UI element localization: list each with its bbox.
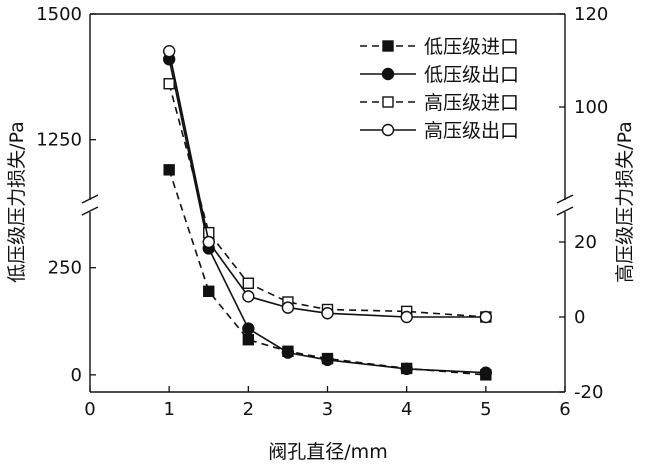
series-2-point bbox=[242, 322, 255, 335]
legend-label-4: 高压级出口 bbox=[424, 120, 519, 142]
series-4 bbox=[162, 45, 493, 324]
series-1-point bbox=[242, 334, 255, 346]
series-1-line bbox=[168, 169, 486, 376]
left-axis-break-mark bbox=[81, 206, 99, 216]
series-3 bbox=[163, 78, 492, 323]
right-axis-break-mark bbox=[556, 194, 574, 204]
series-3-point bbox=[163, 78, 175, 90]
right-y-axis-title: 高压级压力损失/Pa bbox=[614, 121, 636, 283]
series-2-point bbox=[281, 346, 295, 359]
x-tick-label: 0 bbox=[84, 399, 95, 420]
left-tick-label: 1250 bbox=[36, 130, 82, 151]
right-tick-label: -20 bbox=[574, 382, 603, 403]
series-4-point bbox=[242, 290, 255, 303]
right-tick-label: 0 bbox=[574, 307, 585, 328]
series-3-line bbox=[168, 83, 486, 318]
series-layer bbox=[162, 45, 493, 381]
left-tick-label: 0 bbox=[71, 365, 82, 386]
x-tick-label: 6 bbox=[559, 399, 570, 420]
series-2-point bbox=[479, 366, 493, 379]
legend-label-2: 低压级出口 bbox=[424, 64, 519, 86]
legend-marker-4 bbox=[381, 123, 395, 137]
series-4-point bbox=[281, 301, 295, 314]
series-2-point bbox=[321, 353, 334, 367]
series-3-point bbox=[242, 277, 255, 289]
left-y-axis: 0 250 1250 1500 bbox=[36, 4, 96, 386]
series-2-point bbox=[400, 362, 413, 376]
x-tick-label: 5 bbox=[480, 399, 491, 420]
series-4-point bbox=[479, 310, 493, 324]
right-tick-label: 100 bbox=[574, 97, 608, 118]
right-y-axis: -20 0 20 100 120 bbox=[559, 4, 608, 403]
right-axis-break-mark bbox=[556, 206, 574, 216]
x-tick-label: 1 bbox=[163, 399, 174, 420]
x-axis-title: 阀孔直径/mm bbox=[268, 441, 387, 463]
left-tick-label: 250 bbox=[48, 258, 82, 279]
left-y-axis-title: 低压级压力损失/Pa bbox=[6, 121, 28, 283]
series-1-point bbox=[203, 285, 215, 297]
legend-label-3: 高压级进口 bbox=[424, 92, 519, 114]
series-1 bbox=[163, 164, 492, 381]
x-tick-label: 2 bbox=[243, 399, 254, 420]
right-tick-label: 20 bbox=[574, 232, 597, 253]
left-tick-label: 1500 bbox=[36, 4, 82, 25]
series-4-point bbox=[162, 45, 176, 58]
legend-marker-1 bbox=[382, 40, 394, 52]
series-4-point bbox=[202, 235, 215, 249]
legend-marker-3 bbox=[382, 96, 394, 108]
series-4-point bbox=[400, 310, 413, 324]
left-axis-break-mark bbox=[81, 194, 99, 204]
x-axis: 0 1 2 3 4 5 6 bbox=[84, 386, 571, 420]
right-tick-label: 120 bbox=[574, 4, 608, 25]
x-tick-label: 3 bbox=[322, 399, 333, 420]
x-tick-label: 4 bbox=[401, 399, 412, 420]
legend-marker-2 bbox=[381, 67, 395, 81]
series-4-point bbox=[321, 307, 334, 320]
legend-label-1: 低压级进口 bbox=[424, 36, 519, 58]
series-1-point bbox=[163, 164, 175, 176]
